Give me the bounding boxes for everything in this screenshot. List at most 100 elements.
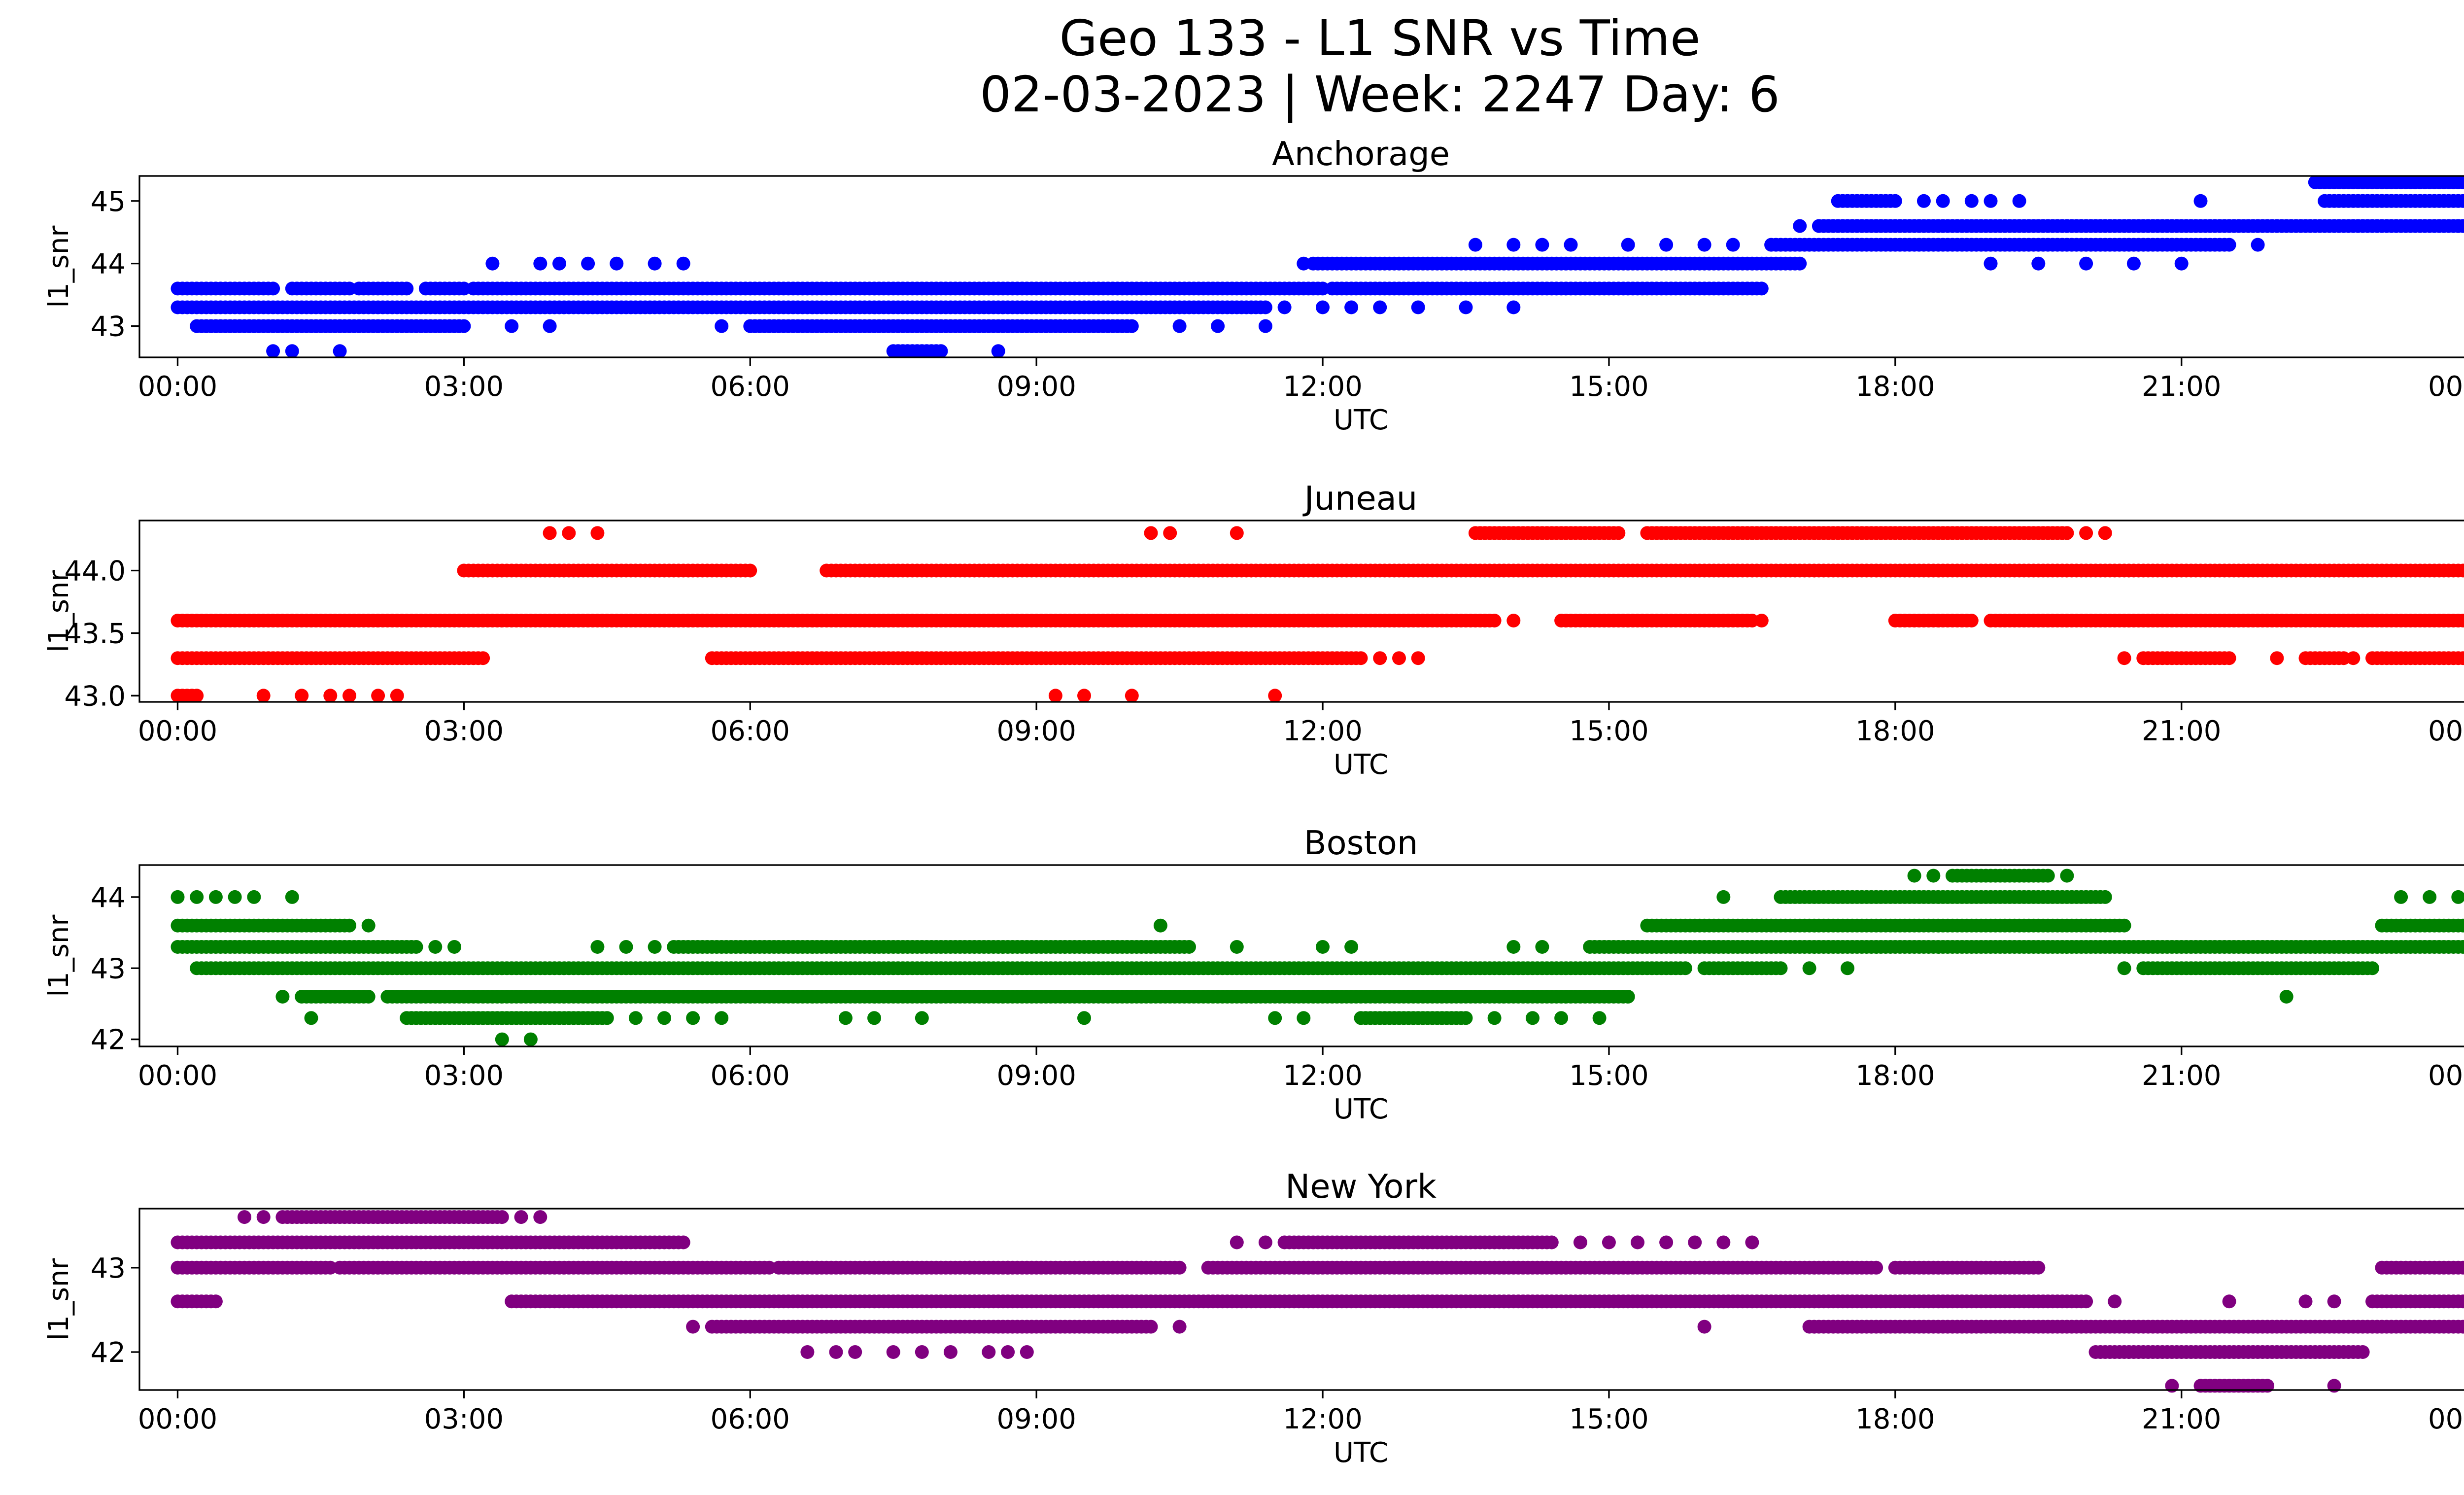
data-point xyxy=(1506,300,1521,314)
data-point xyxy=(1373,651,1387,665)
data-point xyxy=(1258,1235,1272,1250)
data-point xyxy=(447,940,461,954)
data-point xyxy=(2117,961,2131,975)
x-tick-label: 18:00 xyxy=(1855,1060,1935,1092)
x-tick-label: 12:00 xyxy=(1283,371,1362,403)
y-tick-label: 44.0 xyxy=(64,556,126,588)
data-point xyxy=(371,689,385,703)
data-point xyxy=(361,990,376,1004)
y-tick-label: 43.5 xyxy=(64,618,126,650)
data-point xyxy=(991,344,1005,358)
data-point xyxy=(1936,194,1950,208)
y-tick-label: 43 xyxy=(91,953,126,985)
data-point xyxy=(2365,961,2379,975)
data-point xyxy=(1354,651,1368,665)
data-point xyxy=(1506,238,1521,252)
data-point xyxy=(1984,194,1998,208)
data-point xyxy=(2012,194,2026,208)
y-tick-label: 45 xyxy=(91,186,126,218)
data-point xyxy=(342,689,356,703)
x-tick-label: 00:00 xyxy=(2428,715,2464,747)
x-tick-label: 18:00 xyxy=(1855,715,1935,747)
data-point xyxy=(2461,615,2464,626)
data-point xyxy=(2126,256,2141,271)
data-point xyxy=(1697,238,1711,252)
x-tick-label: 09:00 xyxy=(996,715,1076,747)
data-point xyxy=(810,1260,824,1275)
data-point xyxy=(266,281,280,296)
data-point xyxy=(2079,256,2093,271)
data-point xyxy=(1230,1235,1244,1250)
data-point xyxy=(247,890,261,904)
data-point xyxy=(867,1011,881,1025)
data-point xyxy=(2117,918,2131,933)
data-point xyxy=(1745,614,1759,627)
y-tick-label: 43.0 xyxy=(64,680,126,712)
data-point xyxy=(552,256,566,271)
data-point xyxy=(285,344,299,358)
data-points xyxy=(171,175,2464,358)
data-point xyxy=(1077,689,1091,703)
y-tick-label: 44 xyxy=(91,248,126,280)
data-point xyxy=(1506,614,1521,627)
x-tick-label: 00:00 xyxy=(138,715,217,747)
data-point xyxy=(543,526,557,540)
data-point xyxy=(1297,1011,1311,1025)
data-point xyxy=(1153,918,1167,933)
x-tick-label: 03:00 xyxy=(424,715,504,747)
data-point xyxy=(1592,1011,1607,1025)
data-point xyxy=(400,281,414,296)
x-tick-label: 21:00 xyxy=(2142,715,2221,747)
data-point xyxy=(1745,1235,1759,1250)
data-point xyxy=(208,890,223,904)
data-point xyxy=(1726,238,1740,252)
data-point xyxy=(533,256,548,271)
data-point xyxy=(1277,300,1292,314)
data-point xyxy=(886,1260,900,1275)
data-point xyxy=(1411,300,1425,314)
data-point xyxy=(1468,238,1482,252)
data-point xyxy=(619,940,633,954)
data-point xyxy=(1144,1320,1158,1334)
x-axis-label: UTC xyxy=(1334,1093,1388,1125)
data-point xyxy=(715,319,729,333)
data-point xyxy=(190,890,204,904)
data-point xyxy=(1754,281,1769,296)
data-point xyxy=(1459,300,1473,314)
data-point xyxy=(1230,526,1244,540)
x-tick-label: 00:00 xyxy=(2428,1060,2464,1092)
data-point xyxy=(1230,940,1244,954)
data-point xyxy=(523,1032,538,1046)
data-point xyxy=(1172,319,1187,333)
data-point xyxy=(428,940,443,954)
x-tick-label: 09:00 xyxy=(996,1060,1076,1092)
data-point xyxy=(2461,652,2464,664)
x-tick-label: 18:00 xyxy=(1855,371,1935,403)
data-point xyxy=(1841,961,1854,975)
data-point xyxy=(295,689,309,703)
data-point xyxy=(505,319,519,333)
data-point xyxy=(590,526,605,540)
data-point xyxy=(323,689,338,703)
data-point xyxy=(256,689,271,703)
data-point xyxy=(715,1011,729,1025)
figure-title-line1: Geo 133 - L1 SNR vs Time xyxy=(1060,9,1701,67)
data-point xyxy=(2423,890,2437,904)
data-point xyxy=(1564,238,1578,252)
data-point xyxy=(1316,940,1330,954)
axes-frame xyxy=(138,175,2464,358)
data-point xyxy=(648,256,662,271)
data-point xyxy=(2222,1294,2236,1309)
data-point xyxy=(2461,919,2464,932)
data-point xyxy=(686,1011,700,1025)
data-point xyxy=(275,990,290,1004)
data-point xyxy=(1048,689,1062,703)
data-point xyxy=(1258,319,1272,333)
data-point xyxy=(1535,238,1549,252)
data-point xyxy=(171,890,185,904)
data-point xyxy=(1001,1260,1015,1275)
data-point xyxy=(1125,319,1139,333)
data-point xyxy=(2394,890,2408,904)
